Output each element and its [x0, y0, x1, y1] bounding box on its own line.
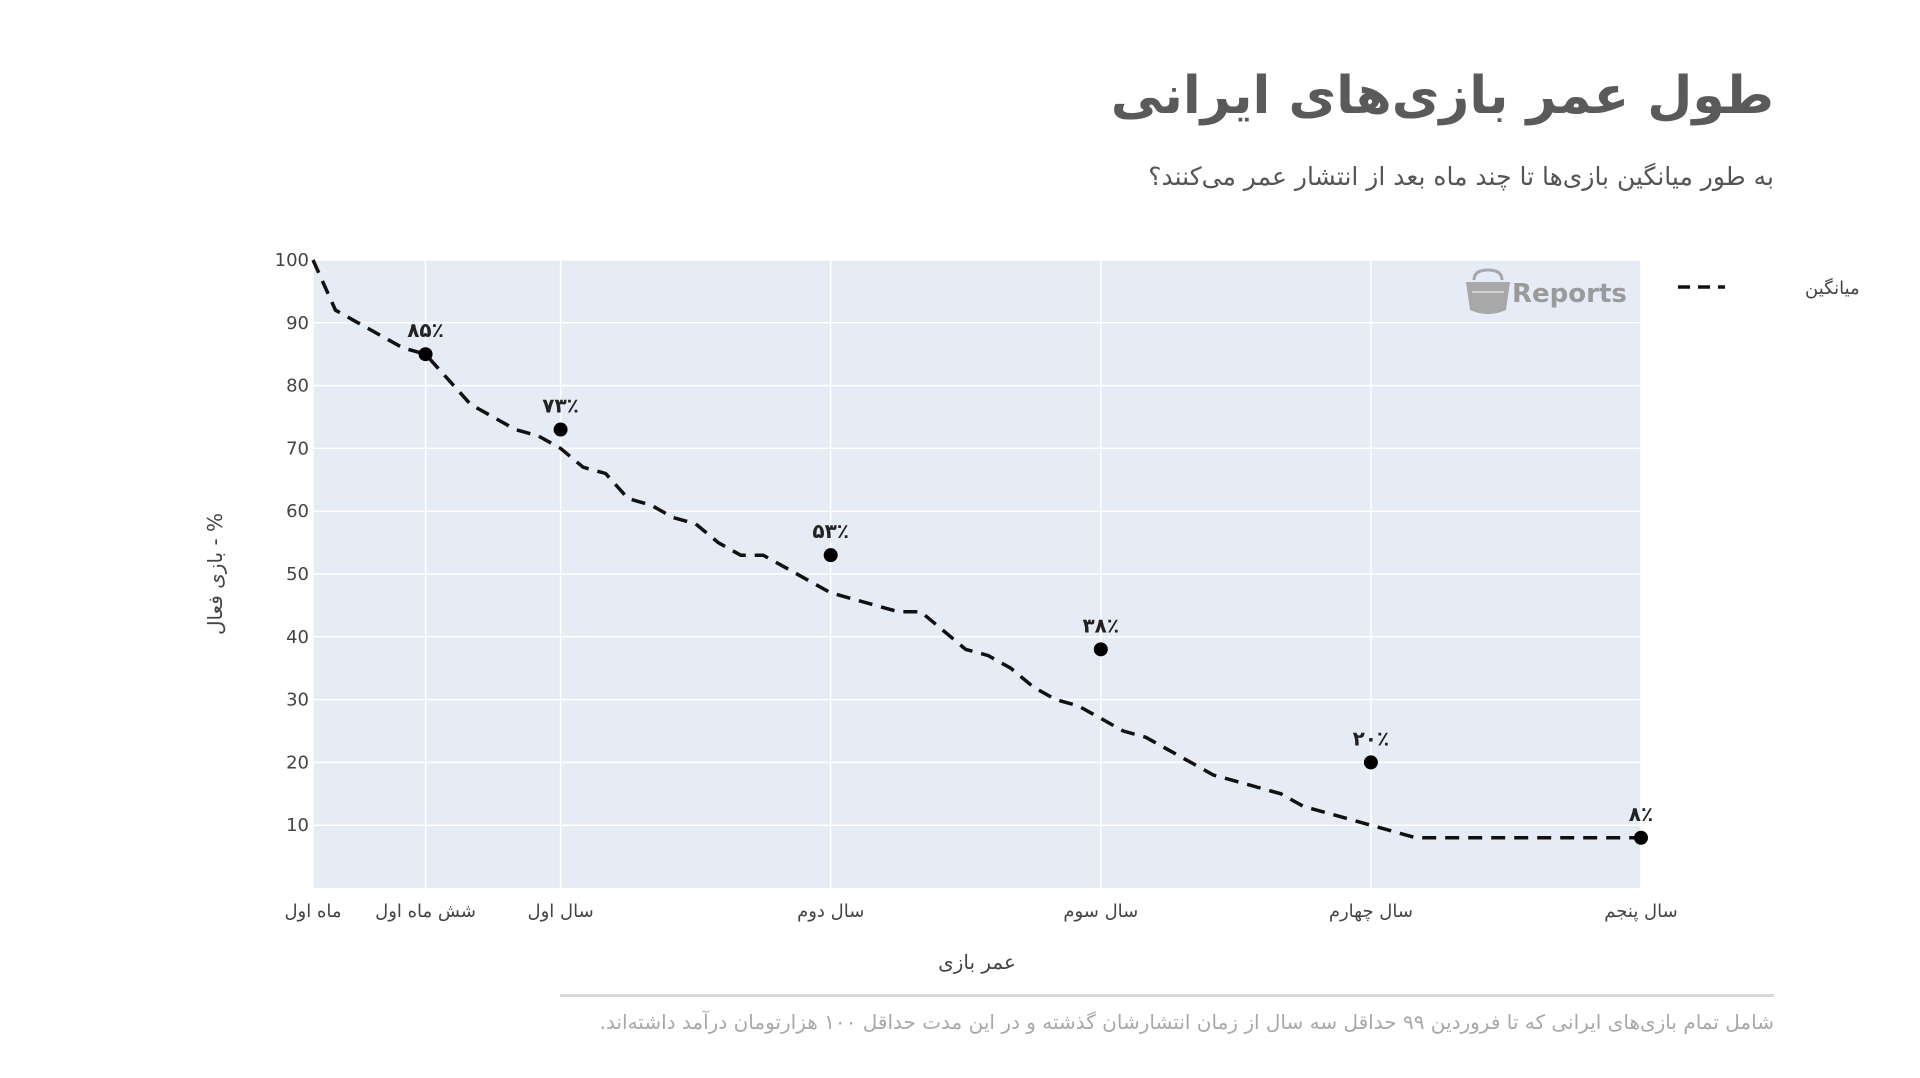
data-label: ۷۳٪	[542, 394, 579, 418]
data-label: ۳۸٪	[1082, 613, 1119, 637]
watermark: Reports	[1466, 268, 1627, 314]
legend: میانگین	[1678, 277, 1860, 299]
data-label: ۸٪	[1629, 802, 1653, 826]
chart-subtitle: به طور میانگین بازی‌ها تا چند ماه بعد از…	[1148, 162, 1774, 191]
x-tick-label: شش ماه اول	[375, 901, 476, 922]
line-chart: 10 20 30 40 50 60 70 80 90 100 ماه اول شش ماه اول س…	[203, 250, 1860, 974]
y-tick-label: 60	[286, 501, 309, 522]
y-tick-label: 10	[286, 815, 309, 836]
data-point	[553, 422, 568, 437]
x-tick-label: سال سوم	[1063, 901, 1138, 922]
y-axis-ticks: 10 20 30 40 50 60 70 80 90 100	[275, 250, 309, 836]
y-tick-label: 100	[275, 250, 309, 271]
data-point	[1634, 830, 1648, 845]
y-tick-label: 90	[286, 313, 309, 334]
x-tick-label: سال اول	[528, 901, 594, 922]
x-axis-ticks: ماه اول شش ماه اول سال اول سال دوم سال سوم سا…	[284, 901, 1677, 922]
footnote-divider	[560, 994, 1774, 997]
y-tick-label: 40	[286, 627, 309, 648]
watermark-label: Reports	[1512, 279, 1627, 309]
data-point	[823, 548, 838, 563]
chart-title: طول عمر بازی‌های ایرانی	[1110, 66, 1774, 126]
y-tick-label: 80	[286, 376, 309, 397]
x-tick-label: سال پنجم	[1604, 901, 1677, 922]
y-tick-label: 50	[286, 564, 309, 585]
x-tick-label: سال دوم	[797, 901, 864, 922]
x-tick-label: ماه اول	[284, 901, 341, 922]
data-label: ۵۳٪	[812, 519, 849, 543]
y-tick-label: 70	[286, 438, 309, 459]
shopping-bag-icon	[1466, 268, 1510, 314]
y-tick-label: 30	[286, 690, 309, 711]
data-point	[1093, 642, 1108, 657]
x-axis-title: عمر بازی	[938, 950, 1016, 974]
x-tick-label: سال چهارم	[1329, 901, 1413, 922]
data-point	[1363, 755, 1378, 770]
y-axis-title: % - بازی فعال	[203, 513, 227, 635]
footnote: شامل تمام بازی‌های ایرانی که تا فروردین …	[599, 1010, 1774, 1034]
data-markers: ۸۵٪ ۷۳٪ ۵۳٪ ۳۸٪ ۲۰٪ ۸٪	[407, 318, 1653, 845]
data-label: ۲۰٪	[1353, 726, 1390, 750]
data-point	[418, 347, 433, 362]
data-label: ۸۵٪	[407, 318, 444, 342]
y-tick-label: 20	[286, 752, 309, 773]
grid-lines	[312, 259, 1642, 888]
legend-label-average: میانگین	[1805, 277, 1860, 299]
